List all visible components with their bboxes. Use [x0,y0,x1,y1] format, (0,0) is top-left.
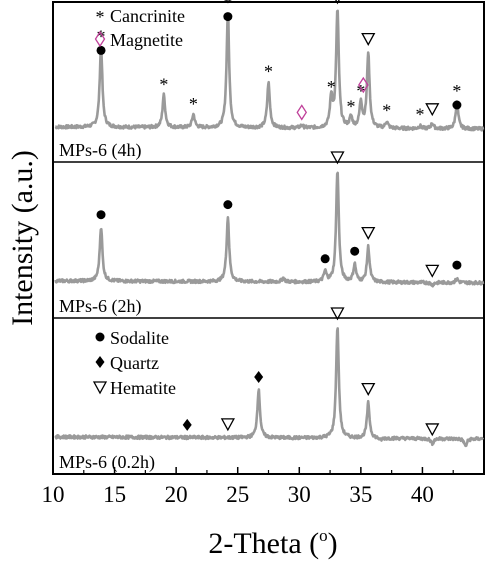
legend-symbol-asterisk: * [96,7,105,27]
legend-label: Hematite [110,378,176,398]
legend-label: Magnetite [110,30,183,50]
peak-marker-diamond [296,104,308,121]
peak-marker-asterisk: * [97,26,106,46]
x-tick-label: 40 [411,482,434,507]
peak-marker-triangle [361,382,376,396]
x-tick-label: 35 [349,482,372,507]
legend-symbol-dot [95,332,105,342]
peak-marker-diamond-filled [254,371,264,383]
peak-marker-asterisk: * [415,104,424,124]
peak-marker-triangle [425,103,440,117]
panel-label: MPs-6 (0.2h) [59,452,155,473]
peak-marker-dot [96,210,106,220]
peak-marker-triangle [361,32,376,46]
y-axis-label: Intensity (a.u.) [6,150,39,326]
peak-marker-dot [96,45,106,55]
peak-marker-asterisk: * [327,77,336,97]
peak-marker-dot [452,100,462,110]
series-line [54,327,485,448]
peak-marker-triangle [330,307,345,321]
peak-marker-asterisk: * [189,94,198,114]
peak-marker-asterisk: * [382,101,391,121]
peak-marker-triangle [361,226,376,240]
peak-marker-triangle [425,264,440,278]
series-line [54,9,485,132]
peak-marker-asterisk: * [264,62,273,82]
x-tick-label: 10 [42,482,65,507]
legend-symbol-diamond-filled [95,356,105,368]
peak-marker-asterisk: * [452,81,461,101]
x-tick-label: 30 [288,482,311,507]
x-axis-label: 2-Theta (o) [208,526,337,560]
peak-marker-asterisk: * [356,81,365,101]
peak-marker-asterisk: * [347,97,356,117]
peak-marker-dot [350,246,360,256]
legend-label: Cancrinite [110,6,185,26]
panel-label: MPs-6 (4h) [59,140,142,161]
legend-label: Quartz [110,353,159,373]
peak-marker-asterisk: * [223,0,232,13]
peak-marker-dot [223,200,233,210]
peak-marker-dot [320,254,330,264]
peak-marker-diamond-filled [182,418,192,431]
peak-marker-asterisk: * [159,75,168,95]
peak-marker-triangle [425,423,440,437]
x-tick-label: 20 [165,482,188,507]
panel-label: MPs-6 (2h) [59,296,142,317]
peak-marker-triangle [220,418,235,432]
peak-marker-dot [452,260,462,270]
peak-marker-diamond [358,76,369,94]
legend-symbol-diamond [94,30,106,48]
legend-symbol-triangle [92,381,108,395]
x-tick-label: 15 [103,482,126,507]
peak-marker-dot [223,12,233,22]
series-line [54,171,485,288]
peak-marker-triangle [330,151,345,165]
x-tick-label: 25 [226,482,249,507]
legend-label: Sodalite [110,328,169,348]
